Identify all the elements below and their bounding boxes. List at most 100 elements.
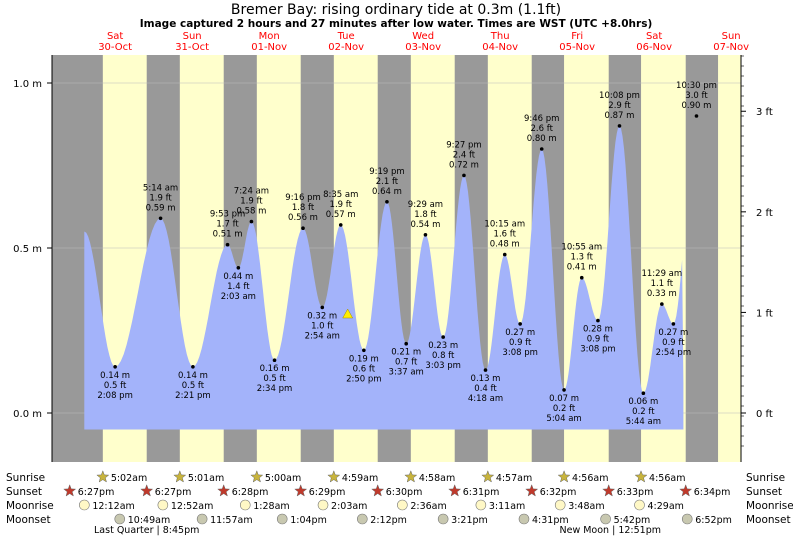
tide-label: 9:29 am <box>408 200 443 210</box>
high-tide-point <box>225 242 230 247</box>
sunset-time: 6:27pm <box>155 487 192 498</box>
day-date-label: 02-Nov <box>328 42 364 53</box>
moonset-time: 10:49am <box>128 515 170 526</box>
tide-label: 0.54 m <box>410 220 440 230</box>
tide-label: 0.9 ft <box>662 338 685 348</box>
high-tide-point <box>338 223 343 227</box>
sunrise-icon <box>327 470 341 483</box>
almanac-row-label-left: Sunrise <box>6 472 45 484</box>
sunrise-time: 4:56am <box>649 473 685 484</box>
tide-label: 0.32 m <box>307 311 337 321</box>
y-tick-label-right: 1 ft <box>756 308 773 319</box>
tide-label: 0.21 m <box>391 348 421 358</box>
tide-label: 0.14 m <box>178 371 208 381</box>
day-date-label: 06-Nov <box>636 42 672 53</box>
y-tick-label: 1.0 m <box>13 79 42 90</box>
low-tide-point <box>562 388 566 392</box>
low-tide-point <box>320 305 325 310</box>
tide-label: 11:29 am <box>641 269 682 279</box>
y-tick-label-right: 0 ft <box>756 409 773 420</box>
tide-label: 1.9 ft <box>330 200 353 210</box>
moonrise-time: 2:36am <box>410 501 446 512</box>
moonset-time: 1:04pm <box>290 515 327 526</box>
tide-label: 2.1 ft <box>376 177 399 187</box>
day-date-label: 05-Nov <box>559 42 595 53</box>
moonset-time: 6:52pm <box>695 515 732 526</box>
moonset-icon <box>437 513 449 525</box>
day-date-label: 31-Oct <box>175 42 209 53</box>
tide-label: 0.6 ft <box>353 364 376 374</box>
moonset-icon <box>276 513 288 525</box>
sunset-time: 6:32pm <box>540 487 577 498</box>
moonset-time: 3:21pm <box>451 515 488 526</box>
day-date-label: 04-Nov <box>482 42 518 53</box>
tide-label: 3:03 pm <box>425 361 460 371</box>
day-name-label: Mon <box>259 31 280 42</box>
tide-label: 0.9 ft <box>509 338 532 348</box>
day-name-label: Tue <box>337 31 355 42</box>
tide-label: 0.59 m <box>146 203 176 213</box>
sunrise-time: 5:02am <box>111 473 147 484</box>
high-tide-point <box>301 226 305 230</box>
tide-label: 2.6 ft <box>531 124 554 134</box>
tide-label: 0.13 m <box>471 374 501 384</box>
tide-label: 0.48 m <box>490 240 520 250</box>
tide-label: 0.64 m <box>372 187 402 197</box>
tide-label: 5:14 am <box>143 183 178 193</box>
moonset-icon <box>114 513 126 525</box>
tide-label: 0.16 m <box>260 364 290 374</box>
moonrise-icon <box>79 499 90 511</box>
sunrise-time: 5:01am <box>188 473 224 484</box>
high-tide-point <box>249 219 254 224</box>
high-tide-point <box>694 114 699 118</box>
tide-label: 0.14 m <box>100 371 130 381</box>
day-name-label: Sun <box>722 31 741 42</box>
almanac-row-label-left: Moonset <box>6 514 51 526</box>
high-tide-point <box>660 302 664 306</box>
moonrise-icon <box>239 499 251 511</box>
tide-label: 7:24 am <box>234 187 269 197</box>
high-tide-point <box>158 216 163 221</box>
tide-label: 0.58 m <box>236 207 266 217</box>
moonset-time: 2:12pm <box>370 515 407 526</box>
sunrise-icon <box>173 470 187 483</box>
moon-phase-label: Last Quarter | 8:45pm <box>94 525 199 536</box>
tide-label: 5:04 am <box>546 414 581 424</box>
tide-label: 2:54 pm <box>656 348 691 358</box>
sunset-time: 6:30pm <box>386 487 423 498</box>
sunset-time: 6:28pm <box>232 487 269 498</box>
tide-label: 1.9 ft <box>240 197 263 207</box>
day-date-label: 30-Oct <box>98 42 132 53</box>
low-tide-point <box>236 266 241 270</box>
moonset-time: 11:57am <box>210 515 252 526</box>
tide-label: 0.19 m <box>349 354 379 364</box>
low-tide-point <box>362 348 366 353</box>
tide-label: 9:19 pm <box>369 167 404 177</box>
tide-label: 1.6 ft <box>494 230 517 240</box>
tide-label: 0.72 m <box>449 160 479 170</box>
tide-label: 0.57 m <box>326 210 356 220</box>
tide-label: 1.0 ft <box>311 321 334 331</box>
tide-label: 2:54 am <box>305 331 340 341</box>
tide-label: 1.4 ft <box>227 282 250 292</box>
low-tide-point <box>483 368 488 372</box>
almanac-row-label-right: Moonset <box>746 514 791 526</box>
sunset-time: 6:33pm <box>617 487 654 498</box>
day-name-label: Sat <box>107 31 123 42</box>
day-name-label: Thu <box>490 31 510 42</box>
moonset-icon <box>196 513 208 525</box>
high-tide-point <box>539 147 544 151</box>
tide-label: 10:30 pm <box>676 81 717 91</box>
low-tide-point <box>641 391 646 396</box>
y-tick-label-right: 2 ft <box>756 208 773 219</box>
sunset-icon <box>140 484 154 497</box>
high-tide-point <box>617 124 622 128</box>
tide-label: 2:50 pm <box>346 374 381 384</box>
tide-label: 2:34 pm <box>257 384 292 394</box>
tide-label: 1.3 ft <box>571 253 594 263</box>
tide-label: 2:08 pm <box>97 391 132 401</box>
moonrise-time: 4:29am <box>648 501 684 512</box>
tide-label: 3:08 pm <box>502 348 537 358</box>
